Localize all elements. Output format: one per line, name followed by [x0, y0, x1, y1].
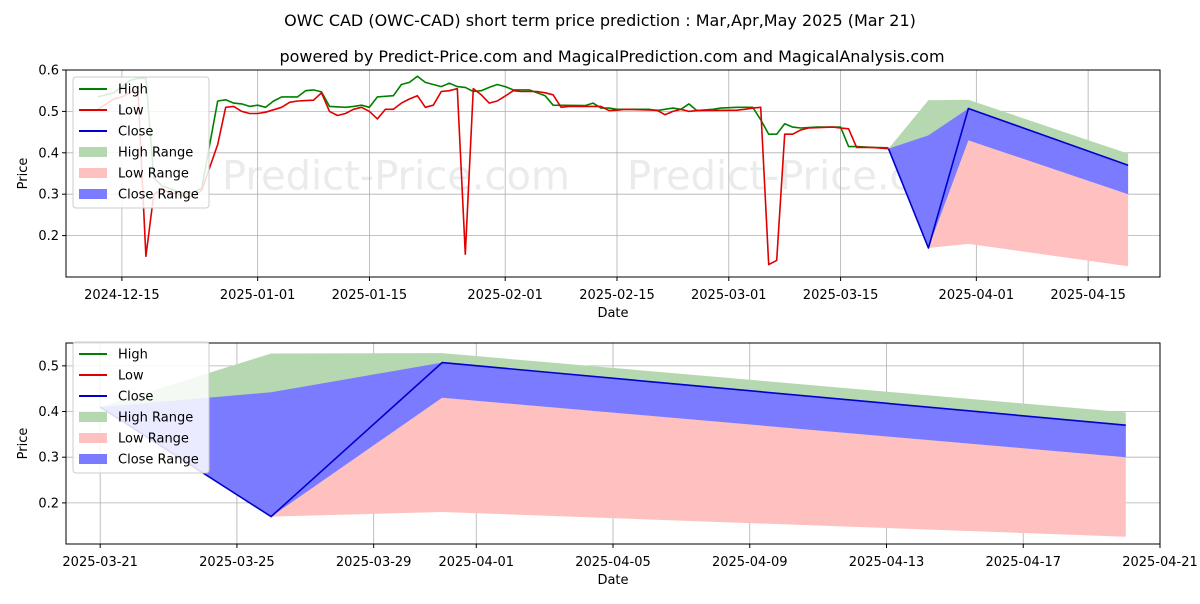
x-tick-label: 2024-12-15: [84, 288, 160, 303]
legend: High Low Close High Range Low Range Close Ran…: [72, 341, 210, 474]
x-tick-label: 2025-03-01: [691, 288, 767, 303]
y-axis-label: Price: [16, 428, 31, 460]
close-range-band: [888, 108, 1129, 248]
legend: High Low Close High Range Low Range Close Ran…: [72, 76, 210, 209]
zoomed-chart-panel: Predict-Price.comPredict-Price.com2025-0…: [16, 341, 1198, 588]
y-tick-label: 0.2: [38, 496, 59, 511]
x-tick-label: 2025-04-17: [985, 555, 1061, 570]
legend-label: Close Range: [118, 188, 199, 203]
x-tick-label: 2025-04-15: [1050, 288, 1126, 303]
legend-label: High: [118, 83, 148, 98]
legend-label: Close: [118, 390, 153, 405]
main-chart-panel: Predict-Price.com Predict-Price.com2024-1…: [16, 64, 1161, 321]
x-tick-label: 2025-02-01: [467, 288, 543, 303]
legend-label: Low: [118, 104, 144, 119]
y-tick-label: 0.6: [38, 64, 59, 79]
x-tick-label: 2025-04-05: [575, 555, 651, 570]
legend-label: Close: [118, 125, 153, 140]
x-tick-label: 2025-03-25: [199, 555, 275, 570]
plot-frame: [65, 69, 1161, 278]
x-tick-label: 2025-01-15: [332, 288, 408, 303]
y-tick-label: 0.5: [38, 359, 59, 374]
y-tick-label: 0.3: [38, 188, 59, 203]
close-series-line: [887, 107, 1129, 249]
y-tick-label: 0.2: [38, 229, 59, 244]
y-tick-label: 0.4: [38, 146, 59, 161]
legend-label: Low: [118, 369, 144, 384]
legend-swatch-high-range: [79, 147, 107, 157]
legend-label: Close Range: [118, 453, 199, 468]
y-tick-label: 0.3: [38, 451, 59, 466]
y-tick-label: 0.4: [38, 405, 59, 420]
x-axis-label: Date: [597, 573, 628, 588]
x-tick-label: 2025-01-01: [220, 288, 296, 303]
legend-swatch-close-range: [79, 189, 107, 199]
chart-subtitle: powered by Predict-Price.com and Magical…: [279, 47, 944, 66]
close-range-band: [100, 362, 1126, 517]
legend-swatch-close-range: [79, 454, 107, 464]
x-tick-label: 2025-04-01: [939, 288, 1015, 303]
x-tick-label: 2025-03-21: [62, 555, 138, 570]
legend-swatch-low-range: [79, 433, 107, 443]
legend-label: High Range: [118, 411, 193, 426]
legend-label: High Range: [118, 146, 193, 161]
x-tick-label: 2025-04-13: [849, 555, 925, 570]
x-axis-label: Date: [597, 306, 628, 321]
legend-swatch-low-range: [79, 168, 107, 178]
legend-label: High: [118, 348, 148, 363]
x-tick-label: 2025-04-09: [712, 555, 788, 570]
low-range-band: [928, 140, 1129, 267]
y-axis-label: Price: [16, 158, 31, 190]
x-tick-label: 2025-03-15: [803, 288, 879, 303]
low-series-line: [97, 87, 889, 266]
x-tick-label: 2025-04-21: [1122, 555, 1198, 570]
legend-label: Low Range: [118, 432, 189, 447]
x-tick-label: 2025-03-29: [336, 555, 412, 570]
x-tick-label: 2025-04-01: [438, 555, 514, 570]
low-range-band: [271, 397, 1126, 537]
y-tick-label: 0.5: [38, 105, 59, 120]
legend-swatch-high-range: [79, 412, 107, 422]
watermark-left: Predict-Price.com: [222, 154, 570, 200]
chart-title: OWC CAD (OWC-CAD) short term price predi…: [284, 11, 916, 30]
high-series-line: [97, 75, 889, 195]
legend-label: Low Range: [118, 167, 189, 182]
x-tick-label: 2025-02-15: [579, 288, 655, 303]
